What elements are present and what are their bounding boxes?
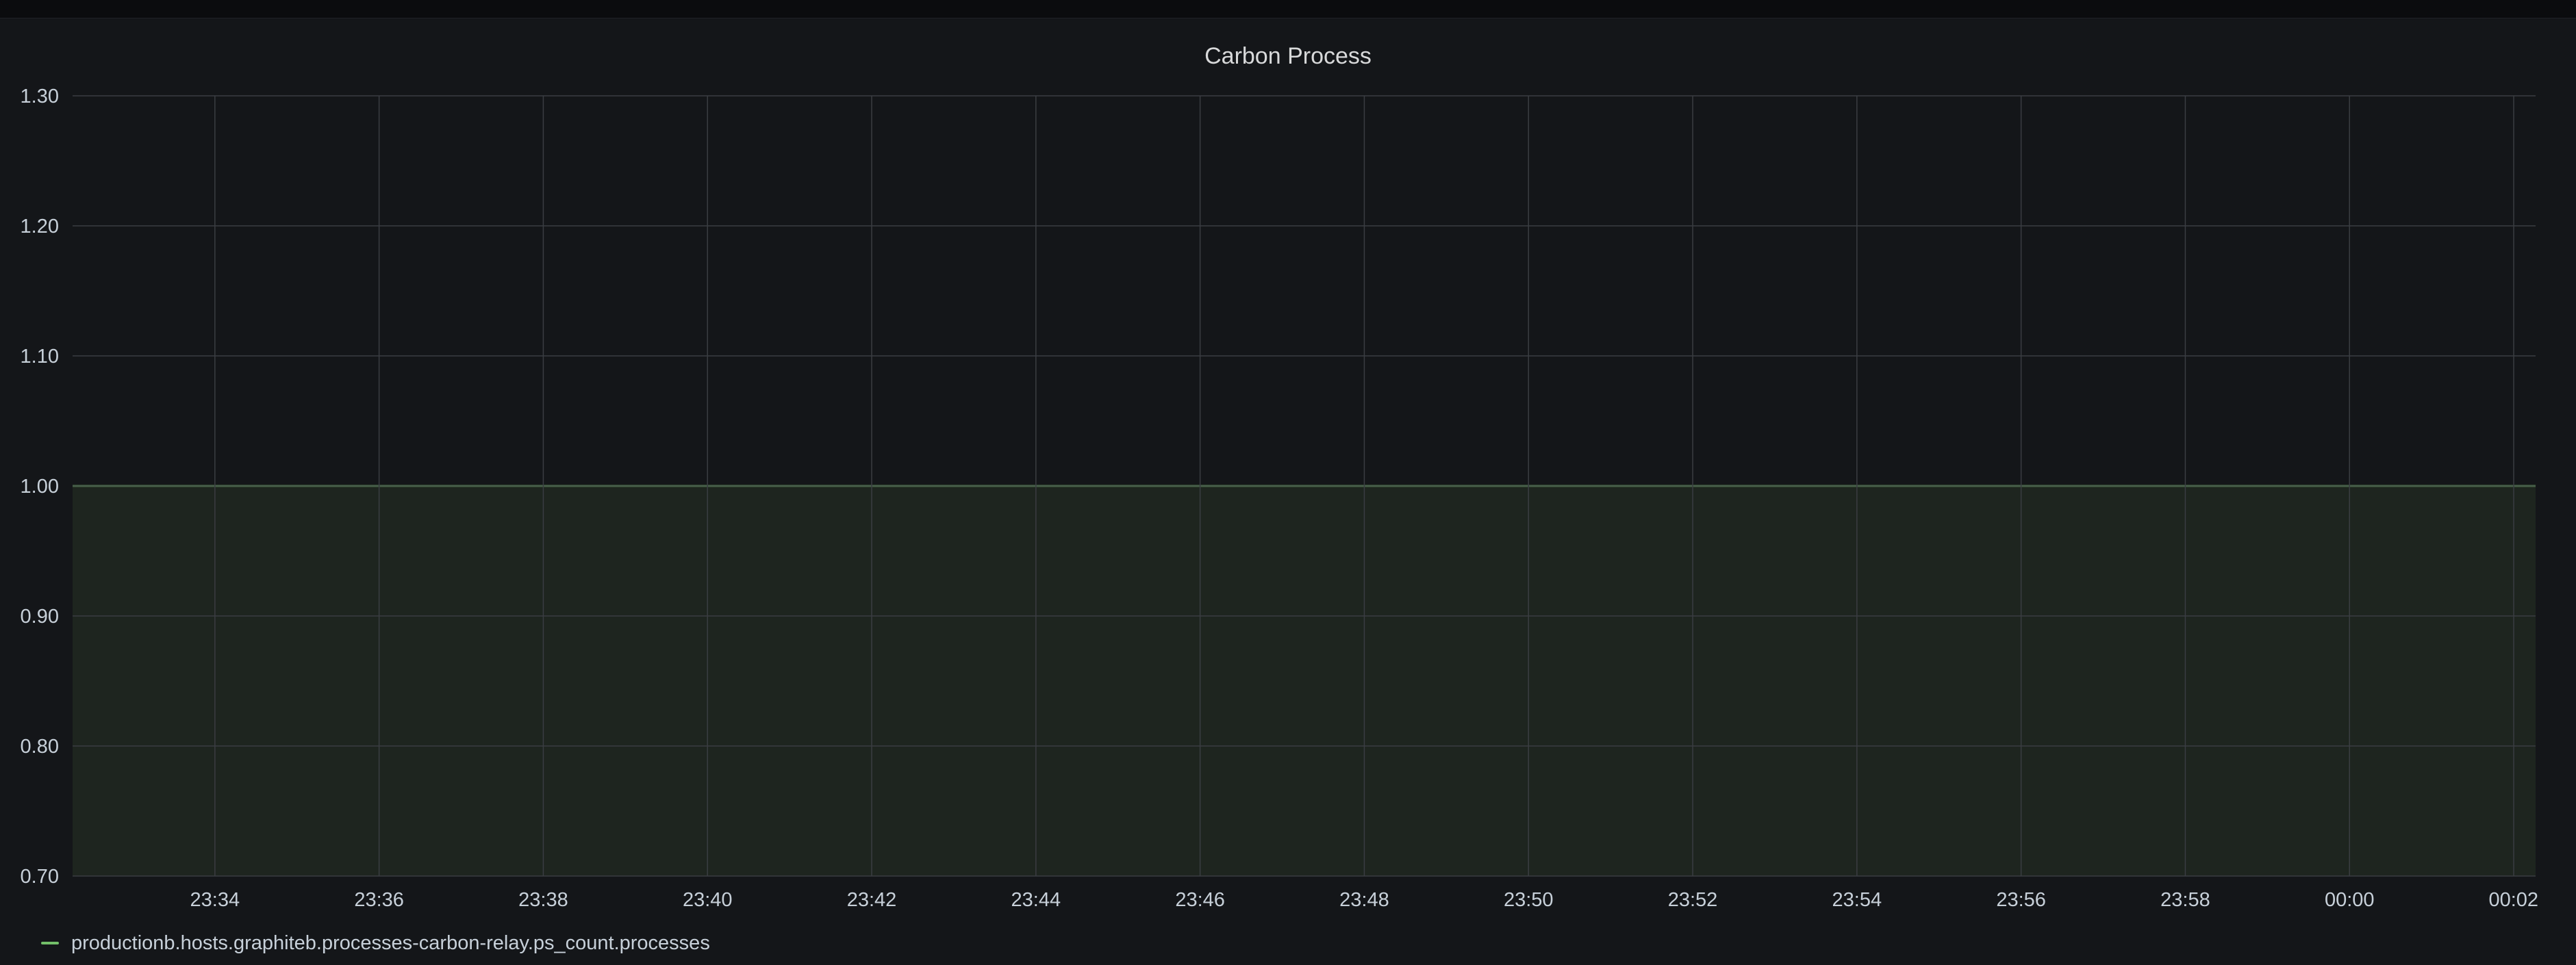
y-tick-label: 1.00	[21, 476, 59, 498]
x-tick-label: 23:50	[1504, 889, 1554, 911]
x-tick-label: 23:54	[1832, 889, 1882, 911]
panel-title[interactable]: Carbon Process	[1204, 43, 1372, 69]
x-tick-label: 23:56	[1996, 889, 2046, 911]
x-tick-label: 00:00	[2325, 889, 2375, 911]
y-axis: 0.70 0.80 0.90 1.00 1.10 1.20 1.30	[21, 86, 59, 888]
legend-swatch[interactable]	[41, 942, 59, 944]
x-tick-label: 23:46	[1175, 889, 1225, 911]
x-tick-label: 23:38	[518, 889, 568, 911]
x-tick-label: 00:02	[2488, 889, 2538, 911]
y-tick-label: 0.70	[21, 866, 59, 888]
y-tick-label: 1.10	[21, 346, 59, 368]
x-tick-label: 23:36	[354, 889, 404, 911]
x-tick-label: 23:52	[1668, 889, 1718, 911]
y-tick-label: 1.20	[21, 216, 59, 237]
x-tick-label: 23:44	[1011, 889, 1061, 911]
x-tick-label: 23:58	[2160, 889, 2210, 911]
x-tick-label: 23:42	[847, 889, 897, 911]
x-tick-label: 23:40	[683, 889, 733, 911]
legend: productionb.hosts.graphiteb.processes-ca…	[41, 928, 710, 958]
x-tick-label: 23:34	[190, 889, 240, 911]
y-tick-label: 1.30	[21, 86, 59, 107]
series-area	[73, 486, 2536, 876]
y-tick-label: 0.80	[21, 736, 59, 758]
x-tick-label: 23:48	[1339, 889, 1389, 911]
x-axis: 23:34 23:36 23:38 23:40 23:42 23:44 23:46 23:48…	[190, 889, 2538, 911]
grid	[73, 95, 2536, 877]
series-layer	[73, 485, 2536, 876]
y-tick-label: 0.90	[21, 606, 59, 628]
legend-series-label[interactable]: productionb.hosts.graphiteb.processes-ca…	[71, 931, 710, 954]
